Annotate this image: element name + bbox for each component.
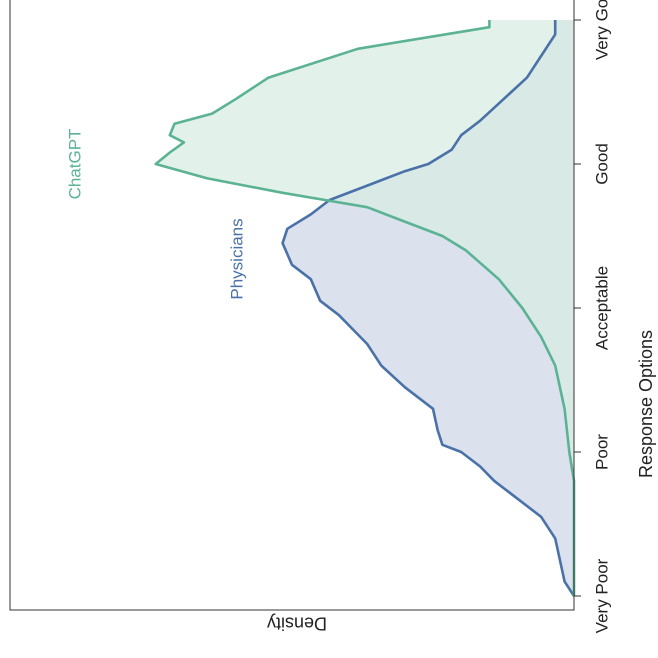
x-tick-label: Good (592, 143, 611, 185)
density-area-chatgpt (155, 20, 574, 596)
x-tick-label: Very Good (592, 0, 611, 60)
x-tick-label: Poor (592, 434, 611, 470)
density-line-chatgpt (154, 20, 576, 596)
series-label-physicians: Physicians (227, 218, 246, 299)
series-label-chatgpt: ChatGPT (65, 129, 84, 200)
x-axis-tick-labels: Very Poor Poor Acceptable Good Very Good (592, 0, 611, 633)
x-tick-label: Very Poor (592, 558, 611, 633)
x-tick-label: Acceptable (592, 266, 611, 350)
x-axis-ticks (574, 19, 581, 597)
plot-area (154, 20, 576, 597)
x-axis-title: Response Options (636, 330, 656, 478)
density-line-physicians (281, 20, 576, 597)
y-axis-title: Density (267, 613, 327, 633)
